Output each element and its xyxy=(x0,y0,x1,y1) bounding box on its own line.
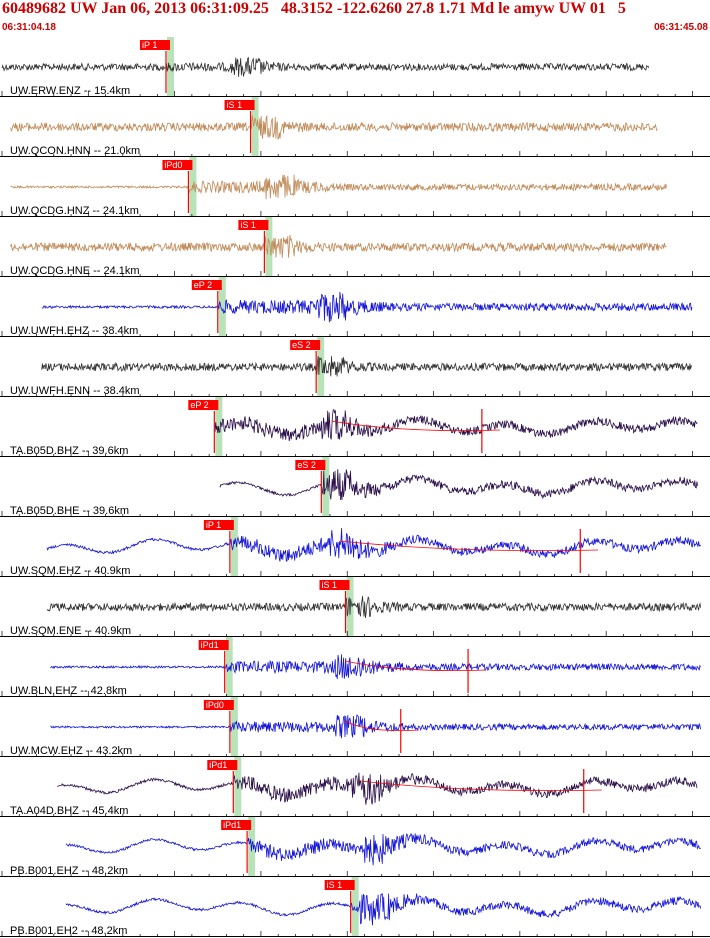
pick-label-box-1 xyxy=(139,40,170,50)
pick-window-15 xyxy=(351,877,359,937)
coda-fit-12 xyxy=(344,720,419,731)
pick-label-2: iS 1 xyxy=(227,100,243,110)
pick-window-4 xyxy=(265,217,273,277)
station-label-8: TA.B05D.BHE -- 39.6km xyxy=(10,505,129,517)
pick-label-box-7 xyxy=(188,400,219,410)
start-time-label: 06:31:04.18 xyxy=(2,22,56,33)
waveform-trace-12 xyxy=(50,714,701,739)
pick-label-box-13 xyxy=(207,760,238,770)
pick-label-box-14 xyxy=(221,820,252,830)
station-label-3: UW.QCDG.HNZ -- 24.1km xyxy=(10,205,139,217)
station-label-6: UW.UWFH.ENN -- 38.4km xyxy=(10,385,140,397)
pick-label-box-9 xyxy=(203,520,234,530)
pick-label-12: iPd0 xyxy=(206,700,224,710)
coda-fit-13 xyxy=(360,780,602,791)
waveform-trace-6 xyxy=(41,356,693,377)
pick-label-14: iPd1 xyxy=(223,820,241,830)
station-label-13: TA.A04D.BHZ -- 45.4km xyxy=(10,805,128,817)
pick-label-box-4 xyxy=(238,220,269,230)
pick-label-box-3 xyxy=(162,160,193,170)
pick-label-box-5 xyxy=(191,280,222,290)
station-label-1: UW.ERW.ENZ -- 15.4km xyxy=(10,85,130,97)
coda-fit-11 xyxy=(345,660,487,671)
waveform-trace-14 xyxy=(65,832,701,866)
pick-label-box-11 xyxy=(198,640,229,650)
pick-label-11: iPd1 xyxy=(201,640,219,650)
station-label-10: UW.SQM.ENE -- 40.9km xyxy=(10,625,131,637)
pick-window-2 xyxy=(251,97,259,157)
waveform-trace-2 xyxy=(10,115,658,140)
pick-label-10: iS 1 xyxy=(322,580,338,590)
station-label-7: TA.B05D.BHZ -- 39.6km xyxy=(10,445,128,457)
waveform-trace-15 xyxy=(65,893,702,926)
pick-label-8: eS 2 xyxy=(297,460,316,470)
pick-label-box-10 xyxy=(319,580,350,590)
pick-window-8 xyxy=(322,457,330,517)
pick-label-9: iP 1 xyxy=(206,520,221,530)
waveform-trace-8 xyxy=(219,469,698,501)
record-header: 60489682 UW Jan 06, 2013 06:31:09.25 48.… xyxy=(0,0,710,37)
coda-fit-9 xyxy=(339,540,599,551)
waveform-trace-5 xyxy=(41,291,693,323)
pick-label-box-6 xyxy=(290,340,321,350)
pick-label-box-12 xyxy=(203,700,234,710)
pick-label-box-15 xyxy=(324,880,355,890)
station-label-14: PB.B001.EHZ -- 48.2km xyxy=(10,865,128,877)
pick-label-1: iP 1 xyxy=(142,40,157,50)
pick-label-7: eP 2 xyxy=(190,400,208,410)
pick-label-5: eP 2 xyxy=(194,280,212,290)
station-label-15: PB.B001.EH2 -- 48.2km xyxy=(10,925,127,937)
waveform-trace-10 xyxy=(46,596,702,618)
end-time-label: 06:31:45.08 xyxy=(654,22,708,33)
pick-label-3: iPd0 xyxy=(164,160,182,170)
station-label-9: UW.SQM.EHZ -- 40.9km xyxy=(10,565,130,577)
station-label-11: UW.BLN.EHZ -- 42.8km xyxy=(10,685,127,697)
pick-window-5 xyxy=(218,277,226,337)
station-label-12: UW.MCW.EHZ -- 43.2km xyxy=(10,745,132,757)
waveform-trace-13 xyxy=(57,772,698,805)
waveform-trace-11 xyxy=(50,654,701,680)
pick-window-9 xyxy=(230,517,238,577)
pick-window-6 xyxy=(317,337,325,397)
waveform-trace-1 xyxy=(1,56,650,77)
coda-fit-7 xyxy=(331,420,500,431)
station-label-2: UW.QCON.HNN -- 21.0km xyxy=(10,145,140,157)
waveform-trace-9 xyxy=(46,527,702,562)
waveform-trace-3 xyxy=(10,174,667,200)
waveform-trace-4 xyxy=(10,234,667,258)
seismogram-panel: iP 1 UW.ERW.ENZ -- 15.4km iS 1 UW.QCON.HNN … xyxy=(0,37,710,937)
pick-label-4: iS 1 xyxy=(240,220,256,230)
pick-label-box-2 xyxy=(224,100,255,110)
event-title: 60489682 UW Jan 06, 2013 06:31:09.25 48.… xyxy=(2,0,626,17)
waveform-trace-7 xyxy=(213,408,698,442)
station-label-4: UW.QCDG.HNE -- 24.1km xyxy=(10,265,140,277)
pick-label-6: eS 2 xyxy=(292,340,311,350)
station-label-5: UW.UWFH.EHZ -- 38.4km xyxy=(10,325,138,337)
pick-label-13: iPd1 xyxy=(209,760,227,770)
pick-label-box-8 xyxy=(295,460,326,470)
pick-label-15: iS 1 xyxy=(327,880,343,890)
